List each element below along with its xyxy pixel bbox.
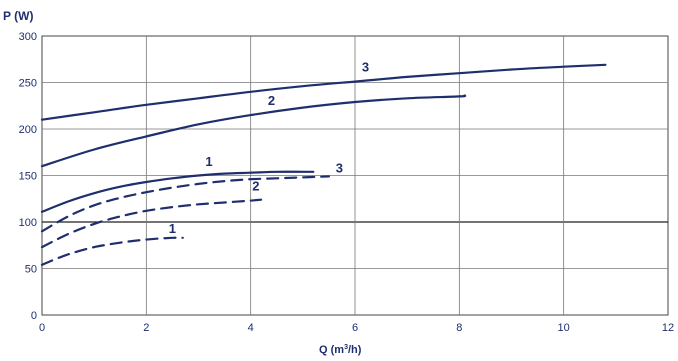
y-tick-label: 50 <box>25 264 37 276</box>
y-tick-label: 200 <box>19 124 37 136</box>
series-line-solid-1 <box>40 170 315 213</box>
y-tick-label: 300 <box>19 31 37 43</box>
y-axis-title: P (W) <box>3 9 33 23</box>
series-label-solid-1: 1 <box>205 154 212 169</box>
y-tick-label: 250 <box>19 78 37 90</box>
y-tick-label: 150 <box>19 171 37 183</box>
series-label-dashed-2: 2 <box>252 178 259 193</box>
series-label-dashed-3: 3 <box>336 161 343 176</box>
x-axis-title: Q (m3/h) <box>319 344 362 356</box>
grid <box>41 35 669 316</box>
x-tick-label: 10 <box>558 322 570 334</box>
x-tick-label: 6 <box>352 322 358 334</box>
series-line-dashed-1 <box>40 236 184 266</box>
series-labels: 3 2 1 3 2 1 <box>169 59 369 236</box>
x-axis-title-sup: 3 <box>344 344 348 351</box>
series-label-solid-3: 3 <box>362 59 369 74</box>
x-axis-title-main: Q (m <box>319 344 344 356</box>
series-label-dashed-1: 1 <box>169 221 176 236</box>
x-tick-label: 12 <box>662 322 674 334</box>
x-tick-label: 4 <box>248 322 254 334</box>
y-tick-label: 100 <box>19 217 37 229</box>
x-tick-label: 0 <box>39 322 45 334</box>
x-tick-label: 2 <box>143 322 149 334</box>
y-tick-label: 0 <box>31 310 37 322</box>
series-label-solid-2: 2 <box>268 93 275 108</box>
series-line-solid-3 <box>40 63 607 121</box>
series-line-dashed-2 <box>40 198 263 249</box>
series-line-solid-2 <box>40 94 467 168</box>
x-tick-label: 8 <box>456 322 462 334</box>
series-lines <box>40 63 607 266</box>
series-line-dashed-3 <box>40 175 330 233</box>
x-axis-title-tail: /h) <box>348 344 362 356</box>
